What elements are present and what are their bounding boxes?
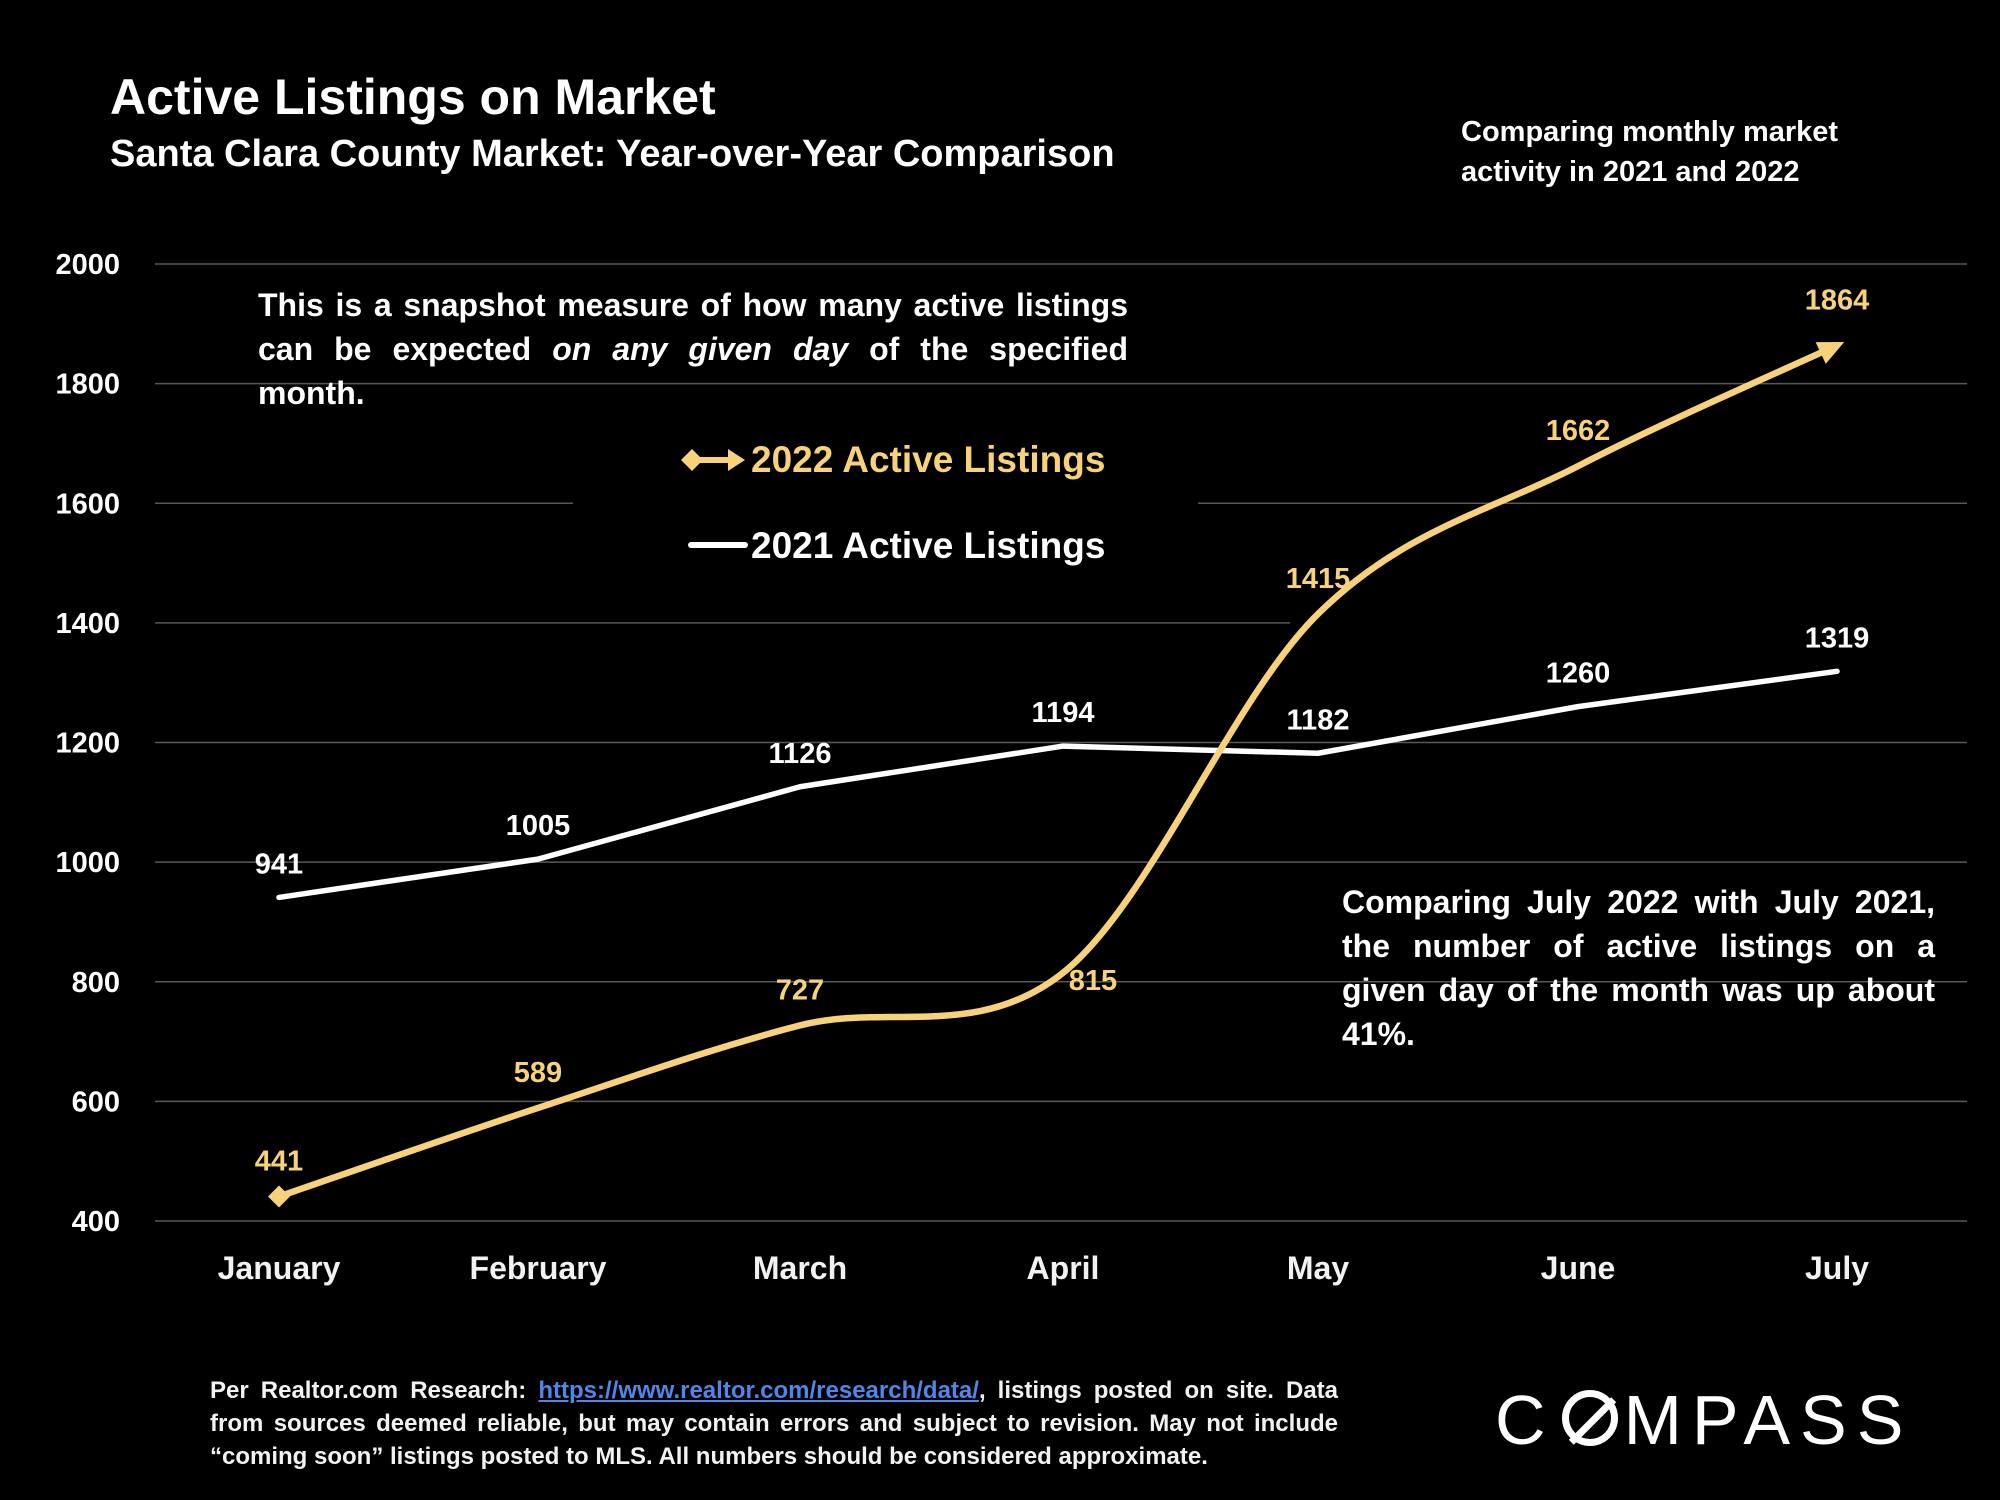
data-label-2022: 815: [1069, 965, 1117, 997]
y-tick-label: 1200: [55, 728, 120, 760]
x-category-label: June: [1541, 1250, 1616, 1286]
series-2022-end-arrow: [1815, 341, 1845, 364]
data-label-2021: 1005: [506, 810, 571, 842]
series-2022-line: [275, 342, 1841, 1200]
data-label-2021: 1182: [1287, 704, 1350, 736]
y-tick-label: 1000: [55, 847, 120, 879]
source-link[interactable]: https://www.realtor.com/research/data/: [538, 1377, 979, 1404]
data-label-2022: 589: [514, 1057, 562, 1089]
data-label-2021: 941: [255, 848, 303, 880]
data-label-2022: 1864: [1805, 284, 1870, 316]
gridlines: [155, 263, 1967, 1222]
x-category-label: March: [753, 1250, 847, 1286]
data-label-2022: 1415: [1286, 563, 1351, 595]
y-tick-label: 2000: [55, 249, 120, 281]
x-category-label: January: [218, 1250, 341, 1286]
annotation-snapshot: This is a snapshot measure of how many a…: [258, 287, 1129, 411]
data-label-2022: 727: [776, 974, 824, 1006]
x-axis-categories: January February March April May June July: [218, 1250, 1870, 1286]
x-category-label: April: [1027, 1250, 1100, 1286]
legend-2022-diamond: [681, 449, 703, 471]
annotation-july-comparison: Comparing July 2022 with July 2021, the …: [1342, 884, 1935, 1052]
series-2022-start-marker: [268, 1185, 290, 1208]
compass-logo: C MPASS: [1495, 1381, 1914, 1459]
x-category-label: February: [470, 1250, 607, 1286]
legend-2021-label: 2021 Active Listings: [751, 525, 1105, 566]
source-footnote: Per Realtor.com Research: https://www.re…: [210, 1377, 1338, 1470]
y-tick-label: 400: [72, 1206, 120, 1238]
logo-o-mark: [1561, 1390, 1618, 1446]
series-lines: [268, 341, 1845, 1208]
data-label-2022: 441: [255, 1145, 303, 1177]
y-axis-ticks: 400 600 800 1000 1200 1400 1600 1800 2000: [55, 249, 120, 1238]
legend: 2022 Active Listings 2021 Active Listings: [681, 439, 1105, 566]
y-tick-label: 1600: [55, 488, 120, 520]
data-label-2021: 1194: [1032, 697, 1095, 729]
y-tick-label: 800: [72, 967, 120, 999]
data-labels: 941 1005 1126 1194 1182 1260 1319 441 589 727 815 1…: [255, 284, 1869, 1177]
data-label-2021: 1126: [769, 738, 832, 770]
chart-title: Active Listings on Market: [110, 69, 716, 125]
data-label-2021: 1319: [1805, 622, 1870, 654]
data-label-2021: 1260: [1546, 658, 1611, 690]
y-tick-label: 1400: [55, 608, 120, 640]
x-category-label: July: [1805, 1250, 1869, 1286]
y-tick-label: 1800: [55, 369, 120, 401]
x-category-label: May: [1287, 1250, 1349, 1286]
side-note: Comparing monthly market activity in 202…: [1461, 116, 1839, 188]
y-tick-label: 600: [72, 1086, 120, 1118]
chart-subtitle: Santa Clara County Market: Year-over-Yea…: [110, 133, 1115, 175]
legend-2022-label: 2022 Active Listings: [751, 439, 1105, 480]
data-label-2022: 1662: [1546, 415, 1611, 447]
legend-2022-arrow: [728, 449, 745, 471]
series-2021-line: [276, 668, 1840, 901]
